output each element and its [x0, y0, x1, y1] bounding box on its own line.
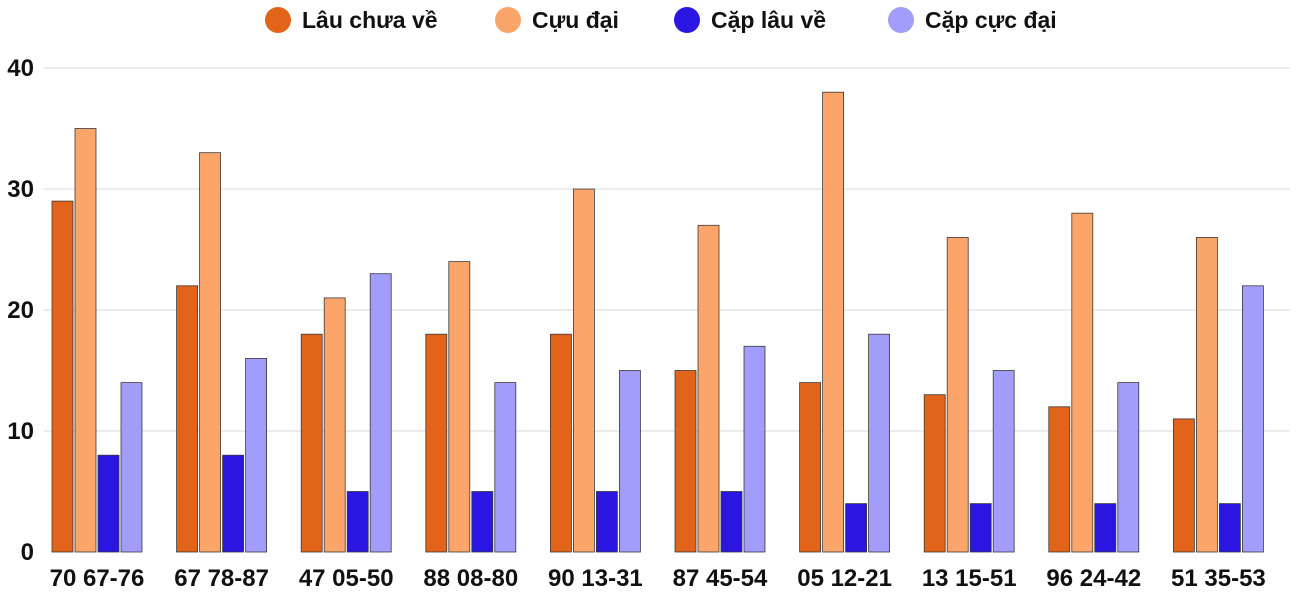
x-tick-label: 87 45-54: [673, 565, 768, 592]
x-tick-label: 70 67-76: [50, 565, 145, 592]
bar: [1048, 406, 1071, 553]
series-3: [120, 273, 1264, 553]
series-1: [74, 91, 1218, 553]
legend-swatch: [888, 7, 914, 33]
series-2: [97, 454, 1241, 553]
bar: [1117, 382, 1140, 553]
bar: [369, 273, 392, 553]
y-tick-label: 40: [7, 55, 34, 82]
bar: [845, 503, 867, 553]
bar: [120, 382, 143, 553]
y-tick-label: 20: [7, 297, 34, 324]
chart-legend: Lâu chưa về Cựu đại Cặp lâu về Cặp cực đại: [265, 7, 1057, 33]
y-tick-label: 10: [7, 418, 34, 445]
bar: [471, 491, 494, 553]
bar: [448, 261, 471, 553]
legend-item: Cựu đại: [495, 7, 619, 33]
bar: [74, 128, 97, 553]
bar: [97, 454, 120, 553]
x-axis-categories: 70 67-76 67 78-87 47 05-50 88 08-80 90 13-31…: [50, 565, 1266, 592]
bar: [1242, 285, 1264, 553]
legend-label: Cựu đại: [532, 7, 619, 33]
legend-swatch: [674, 7, 700, 33]
legend-label: Cặp lâu về: [711, 7, 826, 33]
bar: [176, 285, 199, 553]
bar: [494, 382, 517, 553]
bar: [674, 370, 697, 553]
bar: [51, 200, 74, 553]
bar: [573, 188, 595, 553]
bar: [425, 333, 448, 553]
x-tick-label: 13 15-51: [922, 565, 1017, 592]
legend-item: Cặp lâu về: [674, 7, 826, 33]
bar-series: [51, 91, 1264, 553]
x-tick-label: 05 12-21: [797, 565, 892, 592]
y-gridlines: [44, 67, 1290, 432]
bar: [946, 236, 969, 553]
bar: [1173, 418, 1195, 553]
x-tick-label: 47 05-50: [299, 565, 394, 592]
x-tick-label: 90 13-31: [548, 565, 643, 592]
bar: [822, 91, 844, 553]
bar: [1094, 503, 1117, 553]
x-tick-label: 67 78-87: [174, 565, 269, 592]
legend-swatch: [495, 7, 521, 33]
x-tick-label: 96 24-42: [1046, 565, 1141, 592]
y-tick-label: 30: [7, 176, 34, 203]
bar: [323, 297, 346, 553]
bar: [697, 224, 720, 553]
bar: [923, 394, 946, 553]
legend-label: Cặp cực đại: [925, 7, 1057, 33]
bar: [222, 454, 245, 553]
bar: [199, 152, 222, 553]
bar: [300, 333, 323, 553]
y-tick-label: 0: [21, 539, 34, 566]
bar: [619, 370, 641, 553]
bar: [868, 333, 890, 553]
bar: [245, 357, 268, 553]
bar: [1219, 503, 1241, 553]
bar: [1071, 212, 1094, 553]
legend-label: Lâu chưa về: [302, 7, 438, 33]
bar: [346, 491, 369, 553]
bar: [550, 333, 572, 553]
legend-item: Lâu chưa về: [265, 7, 438, 33]
bar: [720, 491, 743, 553]
legend-item: Cặp cực đại: [888, 7, 1057, 33]
bar: [596, 491, 618, 553]
bar: [992, 370, 1015, 553]
x-tick-label: 88 08-80: [423, 565, 518, 592]
series-0: [51, 200, 1195, 553]
y-axis-ticks: 0 10 20 30 40: [7, 55, 34, 566]
bar: [799, 382, 821, 553]
bar: [1196, 236, 1218, 553]
bar: [743, 345, 766, 553]
legend-swatch: [265, 7, 291, 33]
x-tick-label: 51 35-53: [1171, 565, 1266, 592]
bar: [969, 503, 992, 553]
